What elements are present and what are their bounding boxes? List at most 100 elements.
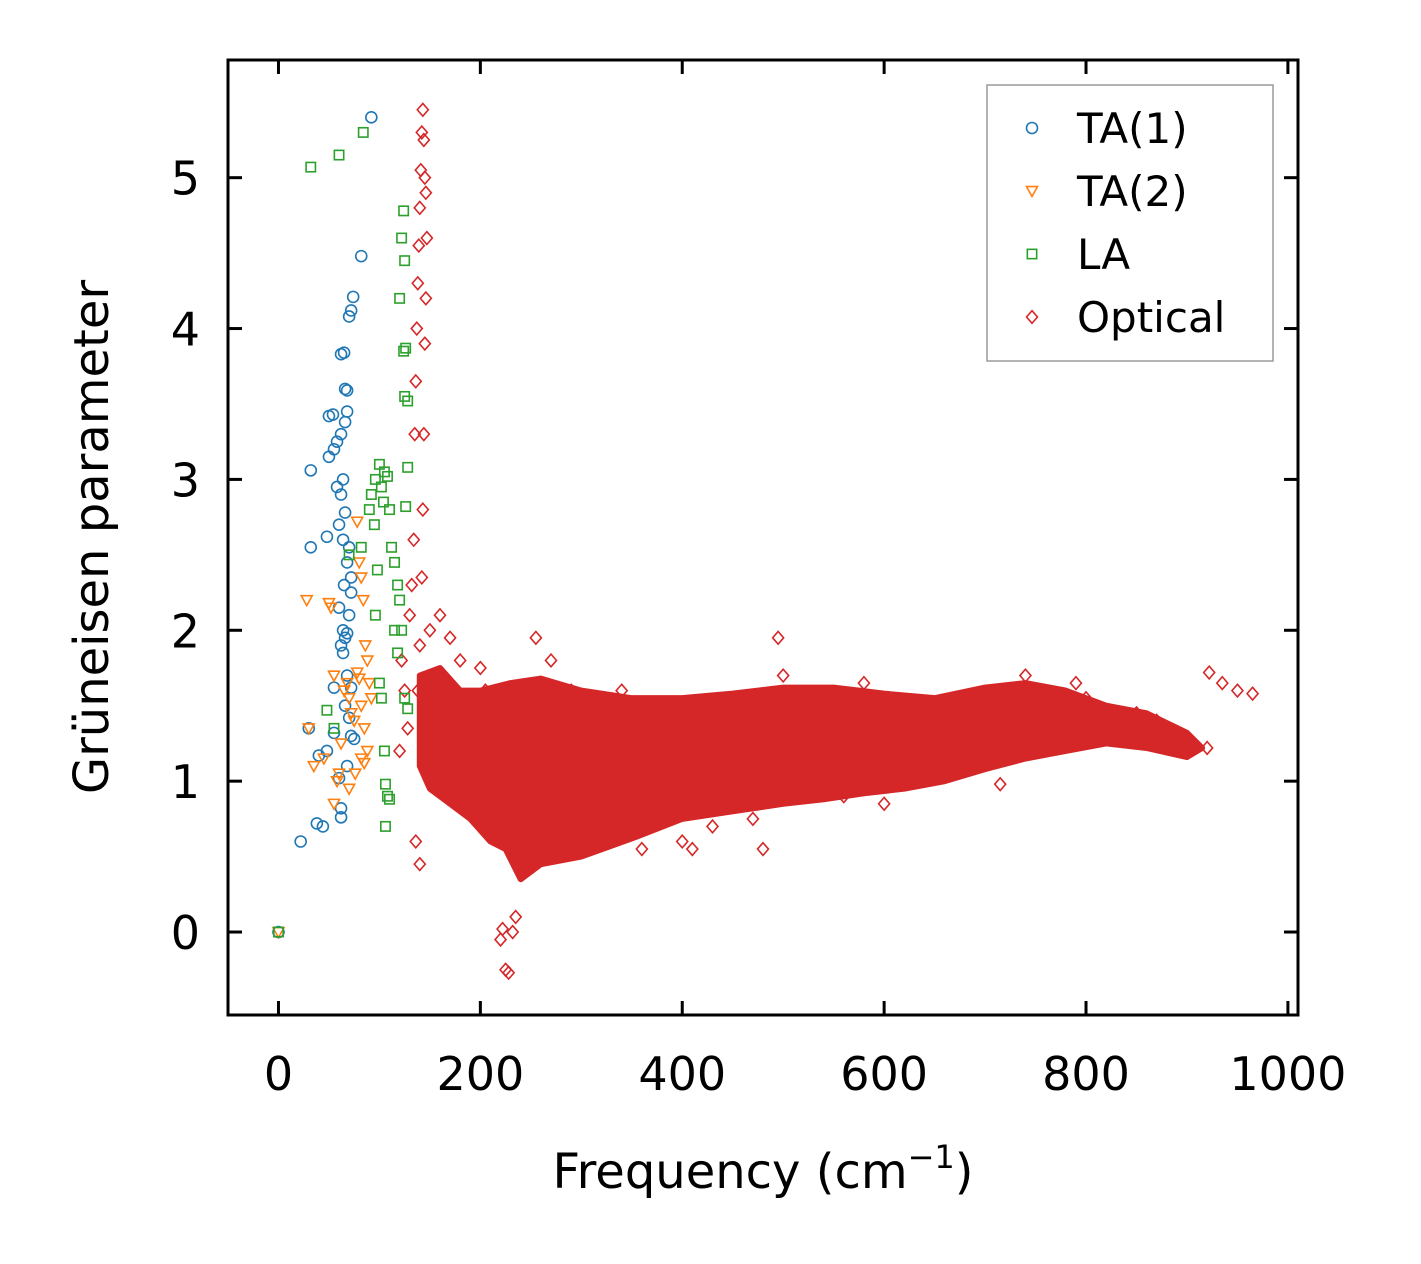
optical-point <box>496 921 510 937</box>
x-axis-title-superscript: −1 <box>908 1138 955 1176</box>
la-point <box>400 501 412 513</box>
ta2-point <box>354 572 369 585</box>
optical-point <box>393 743 407 759</box>
ta2-point <box>317 753 331 766</box>
optical-point <box>1246 686 1260 702</box>
optical-point <box>414 162 428 178</box>
ta2-point <box>347 715 362 728</box>
optical-point <box>564 683 578 699</box>
la-point <box>373 677 385 689</box>
ta1-point <box>334 802 348 815</box>
ta1-point <box>294 835 307 848</box>
optical-point <box>405 577 419 593</box>
ta2-point <box>299 594 314 608</box>
la-point <box>392 647 404 659</box>
x-axis-title-suffix: ) <box>955 1144 974 1200</box>
la-point <box>382 790 393 802</box>
la-point <box>398 205 410 217</box>
ta2-point <box>306 760 321 774</box>
la-point <box>343 549 355 561</box>
la-point <box>402 395 414 407</box>
x-axis-title-main: Frequency (cm <box>552 1144 907 1200</box>
optical-point <box>493 932 508 948</box>
ta1-point <box>320 744 334 758</box>
optical-point <box>417 426 431 442</box>
optical-point <box>398 683 412 699</box>
ta2-point <box>301 723 316 736</box>
la-point <box>384 793 395 805</box>
x-tick-label: 200 <box>436 1047 524 1101</box>
optical-point <box>416 502 430 518</box>
optical-point <box>1170 728 1184 744</box>
la-point <box>378 745 390 757</box>
optical-point <box>1200 740 1214 756</box>
ta2-point <box>360 745 375 759</box>
optical-point <box>418 336 432 352</box>
optical-point <box>409 833 423 850</box>
ta1-point <box>327 726 341 740</box>
y-tick-label: 1 <box>171 755 200 809</box>
optical-point <box>857 675 871 691</box>
optical-point <box>413 637 427 653</box>
optical-point <box>837 788 851 804</box>
optical-point <box>409 373 423 389</box>
axis-ticks <box>228 60 1298 1015</box>
y-tick-label: 0 <box>171 906 200 960</box>
optical-point <box>746 811 760 827</box>
ta1-point <box>334 811 348 824</box>
optical-point <box>461 698 475 714</box>
optical-point <box>410 321 424 337</box>
ta1-point <box>334 427 348 441</box>
ta2-point <box>334 738 348 751</box>
ta1-point <box>310 817 324 830</box>
optical-point <box>401 720 415 736</box>
optical-point <box>418 170 432 186</box>
optical-point <box>529 630 543 646</box>
optical-point <box>574 698 588 714</box>
la-point <box>272 926 284 938</box>
la-point <box>386 541 398 553</box>
optical-point <box>420 230 434 246</box>
la-point <box>389 556 401 568</box>
optical-point <box>411 683 425 699</box>
ta1-point <box>342 711 356 725</box>
optical-point <box>1150 713 1164 729</box>
optical-point <box>635 841 649 857</box>
optical-point <box>453 652 467 669</box>
optical-point <box>415 569 429 586</box>
la-point <box>365 489 377 500</box>
ta2-point <box>340 677 354 691</box>
la-point <box>402 461 414 473</box>
x-tick-label: 800 <box>1042 1047 1130 1101</box>
ta2-point <box>358 640 373 653</box>
x-tick-label: 1000 <box>1229 1047 1346 1101</box>
x-axis-title: Frequency (cm−1) <box>552 1138 973 1200</box>
ta2-point <box>327 798 341 811</box>
ta1-point <box>340 556 354 569</box>
optical-point <box>796 788 810 804</box>
legend-markers <box>1025 121 1039 325</box>
la-point <box>369 609 381 621</box>
la-point <box>384 504 395 516</box>
ta1-point <box>338 699 352 713</box>
optical-point <box>419 185 433 201</box>
ta2-point <box>332 768 346 781</box>
la-point <box>399 692 411 704</box>
optical-point <box>416 102 430 118</box>
legend-box <box>986 84 1274 362</box>
x-tick-label: 400 <box>638 1047 726 1101</box>
optical-point <box>594 818 609 834</box>
la-point <box>382 470 393 482</box>
ta1-point <box>320 530 334 544</box>
la-point <box>377 496 389 508</box>
ta1-point <box>338 506 352 519</box>
y-tick-label: 4 <box>171 303 200 357</box>
la-point <box>402 703 414 715</box>
la-point <box>398 345 410 357</box>
optical-point <box>1018 668 1033 684</box>
ta1-point <box>326 408 340 421</box>
la-point <box>328 722 340 734</box>
optical-point <box>675 833 689 850</box>
optical-point <box>1039 720 1053 736</box>
